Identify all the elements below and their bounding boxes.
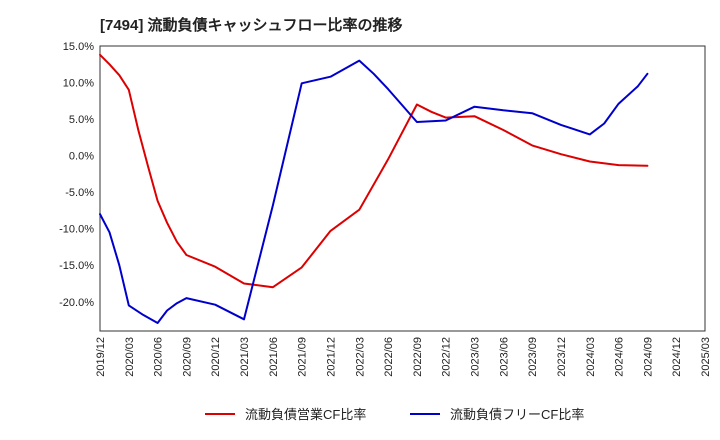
x-tick-label: 2022/12 [441,337,453,377]
x-tick-label: 2019/12 [95,337,107,377]
x-tick-label: 2020/09 [181,337,193,377]
x-tick-label: 2024/09 [642,337,654,377]
x-tick-label: 2023/09 [527,337,539,377]
series-lines [99,53,649,324]
x-tick-label: 2023/06 [498,337,510,377]
axes: 15.0% 10.0% 5.0% 0.0% -5.0% -10.0% -15.0% -20.0… [59,41,712,377]
x-tick-label: 2024/12 [671,337,683,377]
x-tick-label: 2021/03 [239,337,251,377]
x-tick-label: 2020/03 [124,337,136,377]
y-tick-label: 0.0% [69,151,94,163]
y-tick-label: 10.0% [63,78,94,90]
y-tick-label: 5.0% [69,114,94,126]
legend-label-free-cf: 流動負債フリーCF比率 [450,407,584,422]
x-tick-label: 2021/09 [297,337,309,377]
x-tick-label: 2022/09 [412,337,424,377]
legend-label-operating-cf: 流動負債営業CF比率 [245,407,366,422]
plot-frame [99,45,706,332]
x-tick-label: 2020/12 [210,337,222,377]
y-tick-label: 15.0% [63,41,94,53]
series-line-free-cf [99,59,649,324]
x-tick-label: 2021/06 [268,337,280,377]
chart-title: [7494] 流動負債キャッシュフロー比率の推移 [100,17,403,34]
series-line-operating-cf [99,53,649,289]
y-tick-label: -15.0% [59,260,94,272]
x-tick-label: 2024/06 [614,337,626,377]
x-tick-label: 2023/03 [470,337,482,377]
x-tick-label: 2024/03 [585,337,597,377]
y-tick-label: -20.0% [59,297,94,309]
x-tick-label: 2022/06 [383,337,395,377]
x-tick-label: 2021/12 [325,337,337,377]
x-tick-label: 2025/03 [700,337,712,377]
y-tick-label: -10.0% [59,224,94,236]
y-tick-label: -5.0% [65,187,94,199]
x-tick-label: 2022/03 [354,337,366,377]
x-tick-label: 2023/12 [556,337,568,377]
x-tick-label: 2020/06 [153,337,165,377]
legend: 流動負債営業CF比率 流動負債フリーCF比率 [205,407,584,422]
